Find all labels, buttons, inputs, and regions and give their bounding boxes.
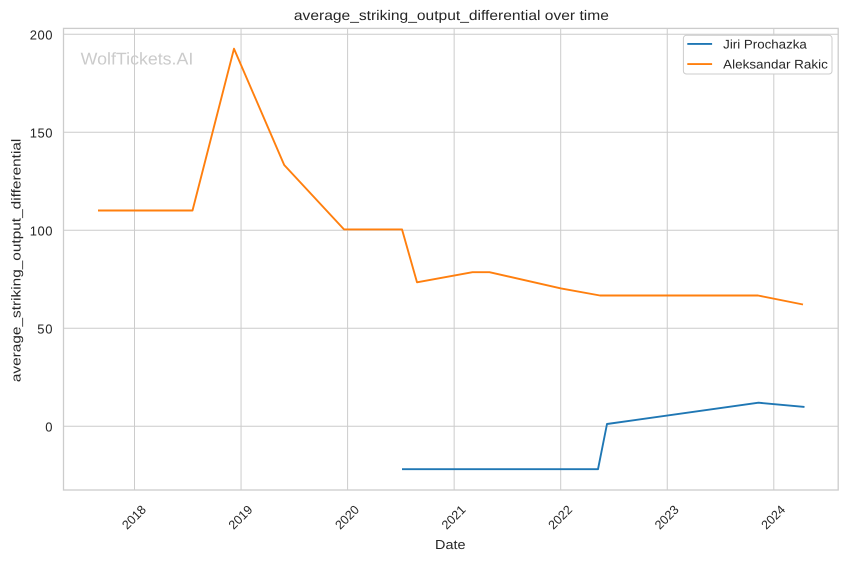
svg-text:200: 200 <box>30 28 53 43</box>
svg-text:Jiri Prochazka: Jiri Prochazka <box>723 37 807 51</box>
svg-text:WolfTickets.AI: WolfTickets.AI <box>81 50 194 69</box>
svg-text:50: 50 <box>37 322 52 337</box>
svg-text:0: 0 <box>45 420 52 435</box>
svg-text:Date: Date <box>435 537 466 552</box>
svg-text:average_striking_output_differ: average_striking_output_differential <box>8 139 23 383</box>
svg-text:150: 150 <box>30 126 53 141</box>
svg-text:average_striking_output_differ: average_striking_output_differential ove… <box>294 7 609 23</box>
svg-text:Aleksandar Rakic: Aleksandar Rakic <box>723 58 828 72</box>
svg-text:100: 100 <box>30 224 53 239</box>
